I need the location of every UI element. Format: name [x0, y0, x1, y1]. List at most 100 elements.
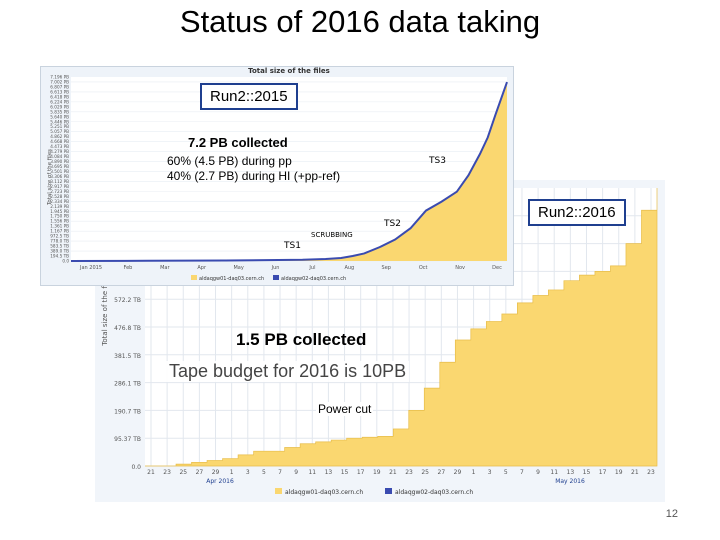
collected-2015-label: 7.2 PB collected — [188, 135, 288, 150]
x-tick-label: 19 — [615, 469, 623, 476]
y-tick-label: 6.613 PB — [50, 89, 69, 94]
x-tick-label: 25 — [179, 469, 187, 476]
x-tick-label: Jul — [308, 265, 315, 271]
chart-title: Total size of the files — [248, 67, 330, 75]
y-tick-label: 194.5 TB — [50, 254, 69, 259]
y-tick-label: 286.1 TB — [114, 381, 141, 388]
series-area-2015 — [71, 82, 507, 261]
y-tick-label: 5.057 PB — [50, 129, 69, 134]
x-tick-label: 11 — [550, 469, 558, 476]
x-tick-label: 23 — [163, 469, 171, 476]
x-tick-label: Mar — [160, 265, 170, 271]
x-tick-label: Oct — [419, 265, 428, 271]
x-tick-label: Jun — [271, 265, 280, 271]
power-cut-label: Power cut — [316, 402, 374, 416]
x-tick-label: Sep — [382, 265, 391, 271]
y-tick-label: 0.0 — [62, 259, 69, 264]
x-tick-label: Nov — [455, 265, 465, 271]
month-label: May 2016 — [555, 478, 585, 485]
y-tick-label: 389.0 TB — [50, 249, 69, 254]
y-tick-label: 3.112 PB — [50, 179, 69, 184]
y-tick-label: 1.945 PB — [50, 209, 69, 214]
y-tick-label: 3.695 PB — [50, 164, 69, 169]
page-number: 12 — [665, 508, 678, 520]
event-label: TS2 — [383, 219, 401, 229]
y-tick-label: 6.418 PB — [50, 94, 69, 99]
legend-swatch — [275, 488, 282, 494]
y-tick-label: 4.473 PB — [50, 144, 69, 149]
legend-entry: aldaqgw02-daq03.cern.ch — [281, 276, 346, 282]
y-tick-label: 2.528 PB — [50, 194, 69, 199]
y-tick-label: 95.37 TB — [114, 436, 141, 443]
legend-entry: aldaqgw01-daq03.cern.ch — [285, 489, 363, 496]
y-tick-label: 6.224 PB — [50, 99, 69, 104]
x-tick-label: 9 — [294, 469, 298, 476]
x-tick-label: 15 — [583, 469, 591, 476]
y-tick-label: 1.167 PB — [50, 229, 69, 234]
y-tick-label: 1.361 PB — [50, 224, 69, 229]
y-tick-label: 2.334 PB — [50, 199, 69, 204]
y-tick-label: 7.002 PB — [50, 79, 69, 84]
tape-budget-label: Tape budget for 2016 is 10PB — [166, 361, 410, 382]
y-tick-label: 972.5 TB — [50, 234, 69, 239]
x-tick-label: 13 — [567, 469, 575, 476]
run2016-callout: Run2::2016 — [528, 199, 626, 226]
x-tick-label: Feb — [123, 265, 132, 271]
series-line-2015 — [70, 81, 508, 262]
x-tick-label: 1 — [472, 469, 476, 476]
slide-title: Status of 2016 data taking — [179, 4, 541, 39]
legend-entry: aldaqgw01-daq03.cern.ch — [199, 276, 264, 282]
y-tick-label: 5.446 PB — [50, 119, 69, 124]
x-tick-label: 21 — [147, 469, 155, 476]
x-tick-label: 19 — [373, 469, 381, 476]
x-tick-label: 13 — [325, 469, 333, 476]
x-tick-label: 29 — [212, 469, 220, 476]
x-tick-label: May — [233, 265, 243, 271]
y-tick-label: 3.501 PB — [50, 169, 69, 174]
month-label: Apr 2016 — [206, 478, 234, 485]
y-tick-label: 3.306 PB — [50, 174, 69, 179]
collected-2016-label: 1.5 PB collected — [236, 330, 367, 349]
x-tick-label: 11 — [308, 469, 316, 476]
event-label: SCRUBBING — [311, 231, 353, 239]
y-tick-label: 6.029 PB — [50, 104, 69, 109]
y-tick-label: 3.890 PB — [50, 159, 69, 164]
y-tick-label: 4.279 PB — [50, 149, 69, 154]
legend-entry: aldaqgw02-daq03.cern.ch — [395, 489, 473, 496]
x-tick-label: 23 — [405, 469, 413, 476]
x-tick-label: Aug — [344, 265, 354, 271]
y-tick-label: 1.556 PB — [50, 219, 69, 224]
x-tick-label: 1 — [230, 469, 234, 476]
y-tick-label: 4.862 PB — [50, 134, 69, 139]
y-tick-label: 2.139 PB — [50, 204, 69, 209]
x-tick-label: 3 — [488, 469, 492, 476]
x-tick-label: 5 — [504, 469, 508, 476]
y-tick-label: 2.723 PB — [50, 189, 69, 194]
y-tick-label: 4.668 PB — [50, 139, 69, 144]
y-axis-label: Total size of the files — [47, 149, 53, 206]
x-tick-label: 3 — [246, 469, 250, 476]
y-tick-label: 4.084 PB — [50, 154, 69, 159]
x-tick-label: 27 — [438, 469, 446, 476]
x-tick-label: 7 — [520, 469, 524, 476]
y-tick-label: 0.0 — [131, 464, 141, 471]
x-tick-label: Apr — [197, 265, 207, 271]
y-tick-label: 2.917 PB — [50, 184, 69, 189]
y-tick-label: 7.196 PB — [50, 75, 69, 80]
pp-share-label: 60% (4.5 PB) during pp — [167, 154, 292, 168]
x-tick-label: 17 — [357, 469, 365, 476]
x-tick-label: 21 — [631, 469, 639, 476]
x-tick-label: 25 — [421, 469, 429, 476]
run2015-callout: Run2::2015 — [200, 83, 298, 110]
y-tick-label: 6.807 PB — [50, 84, 69, 89]
legend-swatch — [191, 275, 197, 280]
y-tick-label: 583.5 TB — [50, 244, 69, 249]
x-tick-label: 23 — [647, 469, 655, 476]
x-tick-label: 15 — [341, 469, 349, 476]
event-label: TS1 — [283, 241, 301, 251]
y-tick-label: 476.8 TB — [114, 325, 141, 332]
x-tick-label: 27 — [196, 469, 204, 476]
x-tick-label: Dec — [492, 265, 502, 271]
y-axis-label: Total size of the files — [101, 274, 109, 347]
x-tick-label: 17 — [599, 469, 607, 476]
